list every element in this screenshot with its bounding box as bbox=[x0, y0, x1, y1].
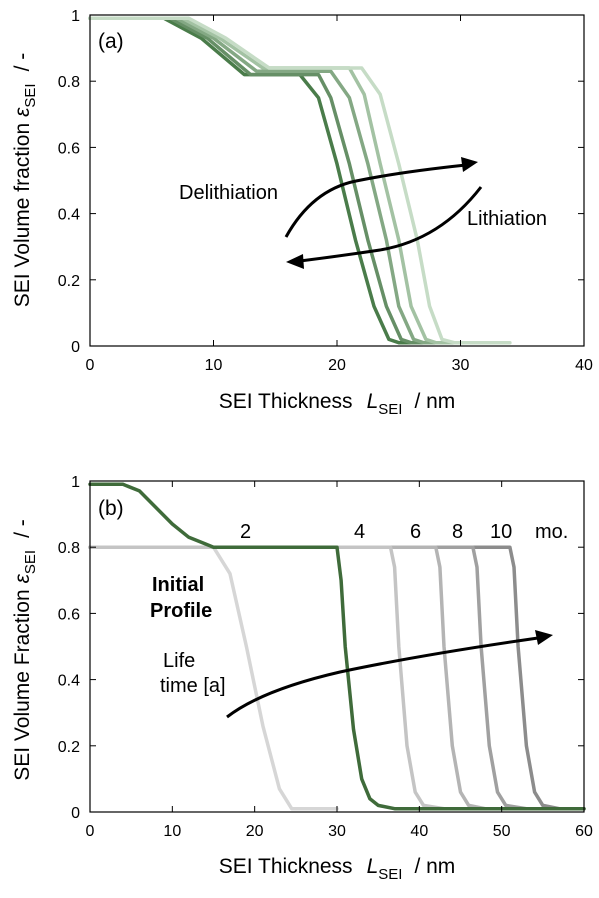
panel-b-initial-profile-line2: Profile bbox=[150, 600, 212, 622]
panel-a-y-axis-label: SEI Volume fractionεSEI/ - bbox=[11, 53, 39, 308]
panel-b-y-tick-label-0.4: 0.4 bbox=[58, 673, 80, 690]
panel-a-lithiation-arrow bbox=[299, 186, 483, 263]
panel-b-series-line-5 bbox=[88, 545, 446, 811]
panel-b-x-tick-label-30: 30 bbox=[328, 823, 346, 840]
panel-a-y-tick-label-0.2: 0.2 bbox=[58, 273, 80, 290]
panel-a-x-tick-label-30: 30 bbox=[452, 357, 470, 374]
panel-a-delithiation-arrow bbox=[284, 163, 467, 238]
panel-a-delithiation-label: Delithiation bbox=[179, 182, 278, 204]
panel-b-lifetime-arrow bbox=[226, 636, 539, 719]
panel-b-y-tick-label-0.6: 0.6 bbox=[58, 606, 80, 623]
panel-a-x-tick-label-0: 0 bbox=[86, 357, 95, 374]
panel-b-lifetime-arrowhead bbox=[535, 630, 553, 645]
panel-b-x-tick-label-60: 60 bbox=[575, 823, 593, 840]
panel-b-series-label-6: 6 bbox=[410, 521, 421, 543]
panel-a-y-tick-label-0.8: 0.8 bbox=[58, 74, 80, 91]
panel-a-lithiation-arrowhead bbox=[286, 254, 304, 269]
panel-a-series-line-4 bbox=[88, 16, 500, 345]
panel-b-y-tick-label-0.8: 0.8 bbox=[58, 540, 80, 557]
panel-b-x-axis-label: SEI Thickness LSEI / nm bbox=[219, 855, 456, 883]
panel-b-series-lines bbox=[88, 482, 586, 811]
panel-b-label: (b) bbox=[98, 497, 124, 520]
panel-b-series-label-4: 4 bbox=[354, 521, 365, 543]
panel-a-x-tick-label-10: 10 bbox=[205, 357, 223, 374]
panel-b-x-tick-label-10: 10 bbox=[163, 823, 181, 840]
panel-b-x-tick-label-20: 20 bbox=[246, 823, 264, 840]
panel-b-y-tick-label-0.2: 0.2 bbox=[58, 739, 80, 756]
panel-a-y-tick-label-0.6: 0.6 bbox=[58, 140, 80, 157]
panel-b-x-tick-label-0: 0 bbox=[86, 823, 95, 840]
panel-a-plot-frame bbox=[89, 14, 585, 347]
panel-a-series-line-3 bbox=[88, 16, 487, 345]
panel-b-initial-profile-line1: Initial bbox=[152, 574, 204, 596]
panel-a-series-line-1 bbox=[88, 16, 463, 345]
panel-a-x-tick-label-20: 20 bbox=[328, 357, 346, 374]
panel-a-y-tick-label-0: 0 bbox=[71, 339, 80, 356]
panel-a-delithiation-arrowhead bbox=[461, 157, 478, 172]
panel-a-lithiation-label: Lithiation bbox=[467, 208, 547, 230]
panel-a-ticks: 0 10 20 30 40 0 0.2 0.4 0.6 0.8 1 bbox=[58, 8, 593, 374]
panel-b-series-line-4 bbox=[88, 545, 487, 811]
panel-a-x-tick-label-40: 40 bbox=[575, 357, 593, 374]
panel-b-x-tick-label-50: 50 bbox=[493, 823, 511, 840]
panel-b-x-tick-label-40: 40 bbox=[410, 823, 428, 840]
panel-b-y-tick-label-0: 0 bbox=[71, 805, 80, 822]
panel-b-ticks: 0 10 20 30 40 50 60 0 0.2 0.4 0.6 0.8 1 bbox=[58, 474, 593, 840]
panel-a-x-axis-label: SEI Thickness LSEI / nm bbox=[219, 390, 456, 418]
panel-b-series-line-6 bbox=[88, 482, 586, 811]
panel-a-series-lines bbox=[88, 16, 512, 345]
panel-a-y-tick-label-0.4: 0.4 bbox=[58, 207, 80, 224]
panel-b-series-label-8: 8 bbox=[452, 521, 463, 543]
panel-b-series-line-3 bbox=[88, 545, 529, 811]
panel-a-series-line-5 bbox=[88, 16, 512, 345]
panel-b-lifetime-line1: Life bbox=[163, 650, 195, 672]
panel-b-series-line-1 bbox=[88, 545, 339, 811]
panel-b-y-axis-label: SEI Volume FractionεSEI/ - bbox=[11, 519, 39, 781]
panel-a-y-tick-label-1: 1 bbox=[71, 8, 80, 25]
panel-b-series-label-10: 10 bbox=[490, 521, 512, 543]
panel-b-y-tick-label-1: 1 bbox=[71, 474, 80, 491]
panel-b-series-label-2: 2 bbox=[240, 521, 251, 543]
panel-a: 0 10 20 30 40 0 0.2 0.4 0.6 0.8 1 (a) Delithiation… bbox=[11, 8, 593, 418]
panel-b-months-suffix: mo. bbox=[535, 521, 568, 543]
panel-b-lifetime-line2: time [a] bbox=[160, 675, 226, 697]
panel-a-series-line-2 bbox=[88, 16, 475, 345]
panel-a-label: (a) bbox=[98, 30, 124, 53]
